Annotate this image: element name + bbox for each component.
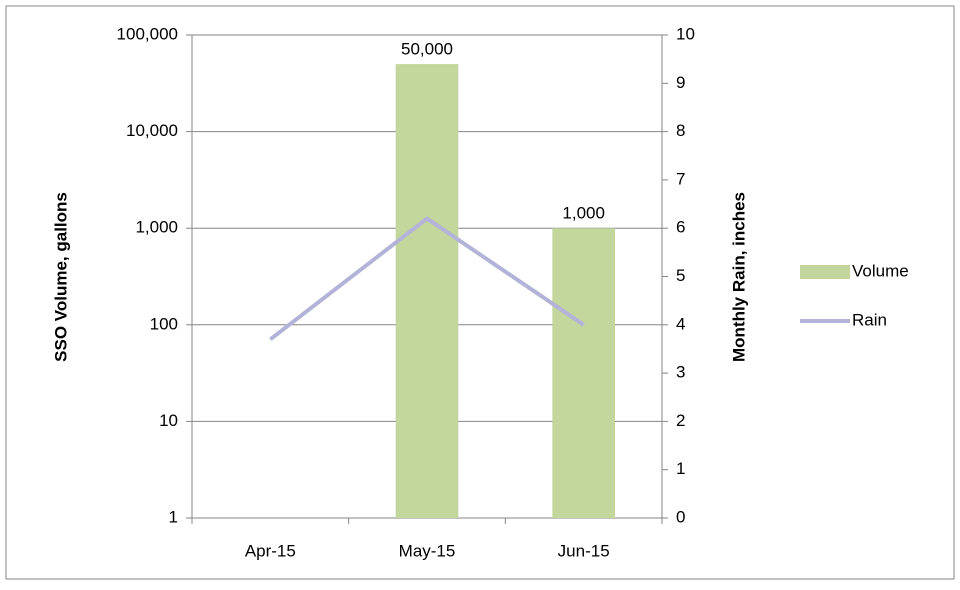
y2-tick-label: 9 — [676, 73, 685, 92]
y-tick-label: 100,000 — [117, 24, 178, 43]
y-tick-label: 10 — [159, 411, 178, 430]
value-label: 50,000 — [401, 40, 453, 59]
bar — [395, 64, 459, 518]
chart-border — [5, 5, 955, 580]
y2-tick-label: 6 — [676, 218, 685, 237]
legend-label: Volume — [852, 261, 909, 280]
y-tick-label: 1 — [169, 507, 178, 526]
y2-tick-label: 2 — [676, 411, 685, 430]
y2-axis-title: Monthly Rain, inches — [729, 192, 748, 362]
y-tick-label: 10,000 — [126, 121, 178, 140]
x-tick-label: Apr-15 — [245, 541, 296, 560]
y2-tick-label: 0 — [676, 507, 685, 526]
x-tick-label: May-15 — [399, 541, 456, 560]
y2-tick-label: 4 — [676, 314, 685, 333]
x-tick-label: Jun-15 — [558, 541, 610, 560]
y-axis-title: SSO Volume, gallons — [51, 192, 70, 362]
y2-tick-label: 5 — [676, 266, 685, 285]
y-tick-label: 100 — [150, 314, 178, 333]
y2-tick-label: 10 — [676, 24, 695, 43]
y2-tick-label: 1 — [676, 459, 685, 478]
y2-tick-label: 8 — [676, 121, 685, 140]
y2-tick-label: 7 — [676, 169, 685, 188]
y2-tick-label: 3 — [676, 363, 685, 382]
value-label: 1,000 — [562, 204, 605, 223]
bar — [552, 228, 615, 518]
legend-swatch — [800, 265, 850, 279]
y-tick-label: 1,000 — [135, 218, 178, 237]
line — [269, 216, 585, 341]
legend-label: Rain — [852, 310, 887, 329]
